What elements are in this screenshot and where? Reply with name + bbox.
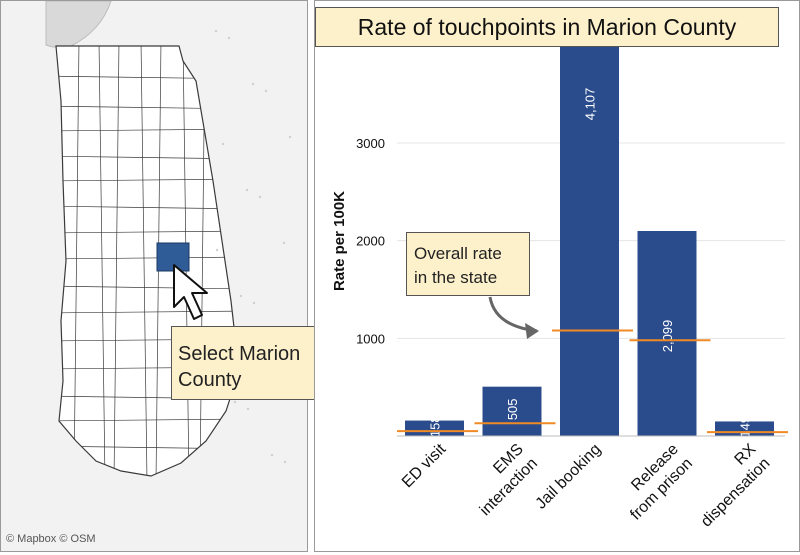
y-tick-label: 3000 [356,136,385,151]
bar[interactable] [560,46,619,436]
map-speckle [233,400,237,404]
category-label: EMSinteraction [463,441,541,519]
bar[interactable] [637,230,697,436]
bar-value-label: 505 [505,398,520,420]
map-speckle [221,142,225,146]
chart-title: Rate of touchpoints in Marion County [315,7,779,47]
map-speckle [214,29,218,33]
annotation-line-1: Overall rate [414,244,502,263]
indiana-outline [55,45,240,477]
callout-line-1: Select Marion [178,343,301,365]
bar[interactable] [405,420,464,436]
map-speckle [258,195,262,199]
category-label: Jail booking [533,441,605,513]
map-speckle [246,407,250,411]
lake-michigan [45,1,112,48]
y-tick-label: 1000 [356,331,385,346]
map-speckle [283,460,287,464]
category-label: ED visit [399,440,450,491]
bar-chart: 1000 2000 3000 Rate per 100K 158 ED visit 505 E… [331,46,788,531]
map-speckle [245,188,249,192]
y-tick-label: 2000 [356,234,385,249]
annotation-arrowhead-icon [525,323,539,339]
bar-value-label: 149 [738,416,753,438]
map-speckle [282,241,286,245]
map-speckle [288,135,292,139]
chart-panel: 1000 2000 3000 Rate per 100K 158 ED visit 505 E… [314,0,800,552]
indiana-map [45,1,293,477]
callout-line-2: County [178,369,242,391]
cursor-arrow-icon [173,264,208,320]
map-speckle [215,248,219,252]
y-axis-label: Rate per 100K [331,191,348,291]
state-rate-annotation: Overall rate in the state [406,232,530,296]
map-attribution: © Mapbox © OSM [6,533,96,545]
map-speckle [251,82,255,86]
county-borders [56,46,239,476]
category-label: RXdispensation [684,441,774,531]
select-county-callout: Select Marion County [171,326,319,400]
map-speckle [227,36,231,40]
annotation-line-2: in the state [414,268,498,287]
map-speckle [239,294,243,298]
map-speckle [264,89,268,93]
category-label: Releasefrom prison [613,441,696,524]
bar-value-label: 4,107 [583,88,598,121]
bar-value-label: 2,099 [660,320,675,353]
map-panel: © Mapbox © OSM [0,0,308,552]
map-speckle [252,301,256,305]
bar[interactable] [482,386,542,436]
map-speckle [270,453,274,457]
bar-value-label: 158 [428,415,443,437]
